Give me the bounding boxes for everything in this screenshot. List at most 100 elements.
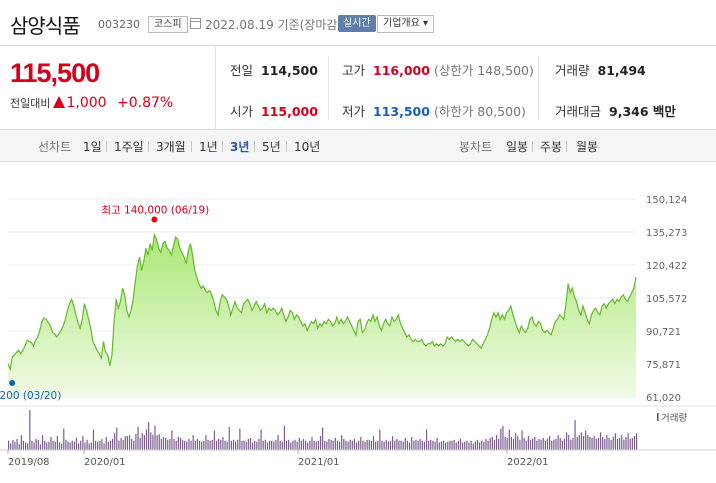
period-tab-1y[interactable]: 1년 xyxy=(199,140,218,154)
volume-bar xyxy=(472,443,474,450)
y-tick-label: 150,124 xyxy=(646,195,687,206)
volume-value: 81,494 xyxy=(597,63,646,78)
volume-bar xyxy=(621,435,623,450)
volume-bar xyxy=(589,436,591,450)
lower-limit: (하한가 80,500) xyxy=(433,104,526,119)
volume-bar xyxy=(171,430,173,450)
volume-bar xyxy=(203,440,205,450)
line-chart-label: 선차트 xyxy=(38,140,72,154)
volume-bar xyxy=(368,439,370,450)
period-tab-3y[interactable]: 3년 xyxy=(230,140,250,154)
volume-bar xyxy=(449,440,451,450)
volume-bar xyxy=(636,433,638,450)
volume-bar xyxy=(455,442,457,450)
volume-bar xyxy=(169,438,171,450)
amount-label: 거래대금 xyxy=(555,104,602,119)
candle-tab-monthly[interactable]: 월봉 xyxy=(576,140,599,154)
volume-bar xyxy=(283,425,286,450)
volume-bar xyxy=(41,435,44,450)
volume-bar xyxy=(332,440,334,450)
volume-bar xyxy=(551,440,553,450)
volume-bar xyxy=(84,442,86,450)
volume-bar xyxy=(413,440,415,450)
volume-bar xyxy=(381,440,383,450)
volume-bar xyxy=(86,439,88,450)
volume-bar xyxy=(143,435,145,450)
volume-bar xyxy=(574,420,576,450)
candle-tab-weekly[interactable]: 주봉 xyxy=(540,140,563,154)
volume-bar xyxy=(625,436,627,450)
volume-bar xyxy=(317,440,319,450)
volume-bar xyxy=(209,440,211,450)
open-price: 시가 115,000 xyxy=(230,101,318,120)
volume-bar xyxy=(65,439,67,450)
volume-bar xyxy=(228,426,230,450)
volume-bar xyxy=(468,442,470,450)
low-annotation: 최저 68,200 (03/20) xyxy=(0,390,61,402)
volume-bar xyxy=(555,438,557,450)
volume-bar xyxy=(353,438,356,450)
volume-bar xyxy=(351,440,353,450)
period-tab-1w[interactable]: 1주일 xyxy=(114,140,144,154)
volume-bar xyxy=(80,440,82,450)
volume-bar xyxy=(198,440,201,450)
change-value: 1,000 xyxy=(66,95,107,111)
volume-bar xyxy=(457,440,459,450)
volume-bar xyxy=(576,436,578,450)
volume-bar xyxy=(425,429,428,450)
divider xyxy=(538,56,539,120)
divider xyxy=(532,141,533,152)
x-tick-label: 2019/08 xyxy=(8,457,50,468)
volume-bar xyxy=(63,428,65,450)
volume-bar xyxy=(46,442,48,450)
y-tick-label: 120,422 xyxy=(646,261,687,272)
period-tab-10y[interactable]: 10년 xyxy=(294,140,321,154)
volume-bar xyxy=(211,439,213,450)
y-tick-label: 105,572 xyxy=(646,294,687,305)
volume-bar xyxy=(37,439,39,450)
volume-bar xyxy=(343,438,345,450)
quote-date: 2022.08.19 기준(장마감) xyxy=(205,18,343,32)
volume-bar xyxy=(107,441,109,450)
volume-bar xyxy=(205,435,207,450)
volume-bar xyxy=(493,439,496,450)
period-tab-1d[interactable]: 1일 xyxy=(83,140,102,154)
volume-bar xyxy=(97,441,99,450)
volume-bar xyxy=(24,442,27,450)
low-marker xyxy=(9,380,16,387)
volume-bar xyxy=(375,441,377,450)
volume-bar xyxy=(14,441,16,450)
volume-bar xyxy=(616,438,619,450)
volume-bar xyxy=(453,439,455,450)
volume-bar xyxy=(48,441,50,450)
price-chart[interactable]: 150,124 135,273 120,422 105,572 90,721 75,871… xyxy=(0,162,716,483)
candle-tab-daily[interactable]: 일봉 xyxy=(506,140,529,154)
volume-bar xyxy=(483,441,485,450)
volume-bar xyxy=(192,435,194,450)
volume-bar xyxy=(561,440,563,450)
volume-bar xyxy=(71,440,73,450)
volume-bar xyxy=(82,436,84,450)
volume-bar xyxy=(336,440,339,450)
volume-bar xyxy=(220,439,222,450)
volume-bar xyxy=(61,443,63,450)
volume-bar xyxy=(523,437,525,450)
volume-bar xyxy=(451,440,453,450)
volume-bar xyxy=(527,436,529,450)
company-info-dropdown[interactable]: 기업개요 ▾ xyxy=(377,15,434,33)
realtime-button[interactable]: 실시간 xyxy=(338,15,376,32)
volume-bar xyxy=(610,439,612,450)
volume-bar xyxy=(67,441,69,450)
volume-bar xyxy=(148,422,150,450)
volume-bar xyxy=(266,442,269,450)
volume-bar xyxy=(387,441,389,450)
volume-bar xyxy=(379,429,381,450)
day-high: 고가 116,000 (상한가 148,500) xyxy=(342,60,534,79)
volume-bar xyxy=(404,437,406,450)
volume-bar xyxy=(392,436,394,450)
period-tab-5y[interactable]: 5년 xyxy=(262,140,281,154)
volume-bar xyxy=(525,440,527,450)
high-annotation: 최고 140,000 (06/19) xyxy=(101,204,209,216)
volume-bar xyxy=(597,437,600,450)
period-tab-3m[interactable]: 3개월 xyxy=(156,140,186,154)
